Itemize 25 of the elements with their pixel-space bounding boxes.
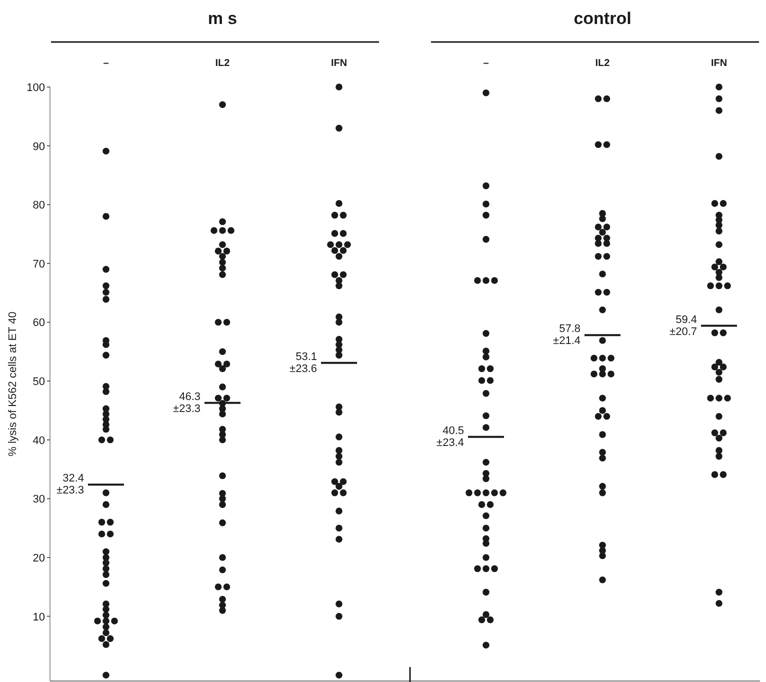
ref-line-label: 40.5 ±23.4 [436,424,464,449]
chart-title: control [574,9,632,28]
ref-line-label: 32.4 ±23.3 [56,472,84,497]
y-axis-title: % lysis of K562 cells at ET 40 [7,312,19,456]
x-tick-label: IL2 [215,58,230,69]
y-tick-label: 60 [32,317,45,330]
ref-line-label: 46.3 ±23.3 [173,390,200,415]
y-tick-label: 30 [32,494,45,506]
ref-line-label: 57.8 ±21.4 [553,323,580,348]
y-tick-label: 70 [32,258,45,270]
y-tick-label: 80 [32,200,45,212]
chart-title: m s [208,9,238,28]
ref-line-label: 53.1 ±23.6 [290,350,317,375]
y-tick-label: 40 [32,434,45,447]
y-tick-label: 20 [32,552,45,564]
y-tick-label: 50 [32,376,45,388]
y-tick-label: 100 [26,82,45,94]
y-tick-label: 90 [32,140,45,153]
x-tick-label: IFN [330,58,348,69]
x-tick-label: – [103,58,110,69]
x-tick-label: IFN [710,58,728,69]
x-tick-label: – [483,58,490,69]
y-tick-label: 10 [32,611,45,624]
x-tick-label: IL2 [595,58,610,69]
ref-line-label: 59.4 ±20.7 [670,314,697,338]
